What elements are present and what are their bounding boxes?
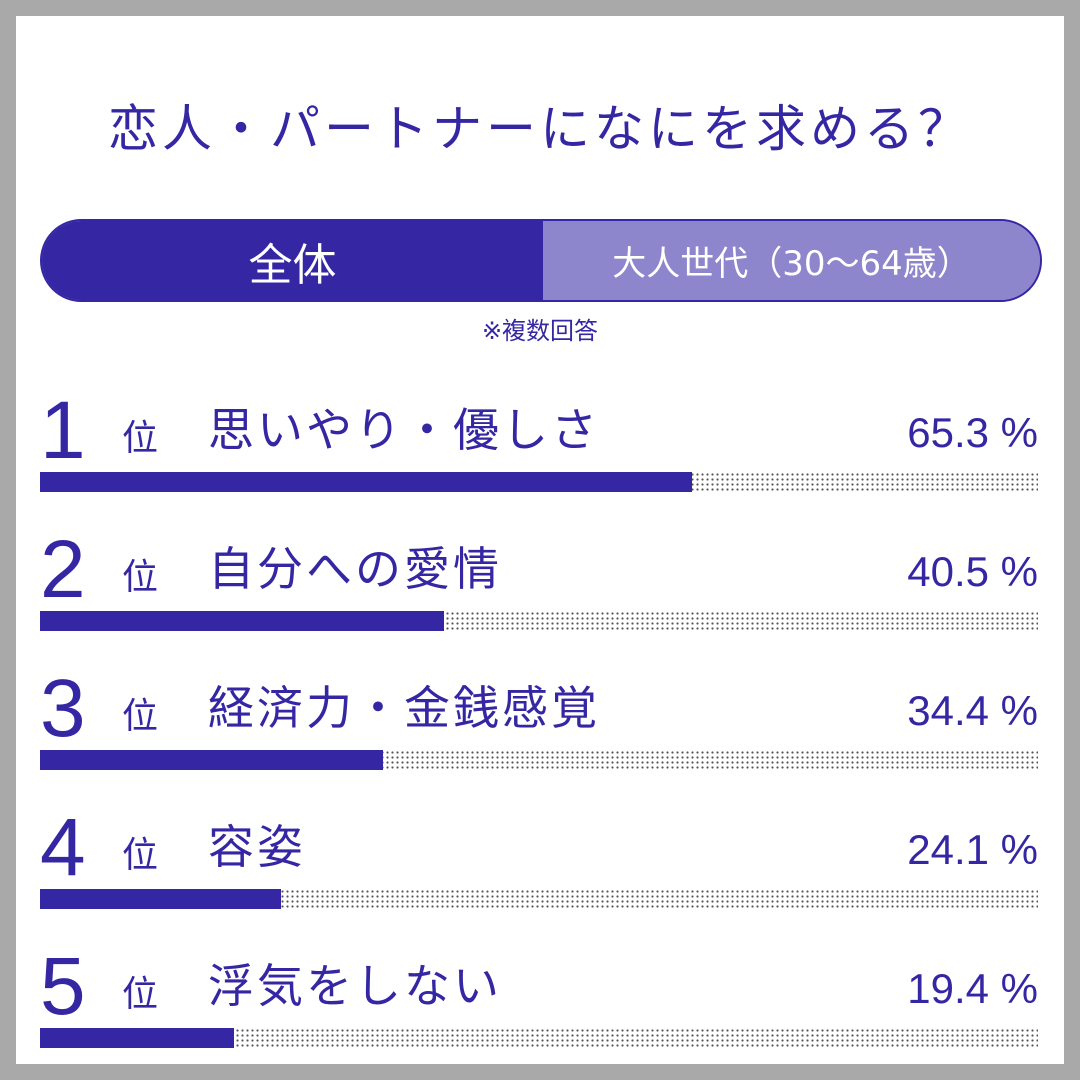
bar [40,472,692,492]
category-label: 浮気をしない [208,959,502,1013]
value-label: 65.3 % [907,409,1038,456]
bar [40,1028,234,1048]
rank-row-3: 3 位 経済力・金銭感覚 34.4 % [40,664,1038,784]
rank-row-2: 2 位 自分への愛情 40.5 % [40,525,1038,645]
rank-suffix: 位 [122,835,159,876]
bar [40,611,445,631]
segment-tabs: 全体 大人世代（30〜64歳） [40,219,1042,302]
bar-track [40,750,1038,770]
rank-suffix: 位 [122,974,159,1015]
rank-suffix: 位 [122,418,159,459]
bar-track [40,1028,1038,1048]
category-label: 経済力・金銭感覚 [208,681,600,735]
bar-track [40,611,1038,631]
value-label: 19.4 % [907,965,1038,1012]
value-label: 34.4 % [907,687,1038,734]
tab-adult-generation[interactable]: 大人世代（30〜64歳） [543,221,1040,300]
rank-number: 5 [40,941,86,1032]
rank-number: 1 [40,385,86,476]
chart-title: 恋人・パートナーになにを求める？ [108,100,972,158]
category-label: 思いやり・優しさ [208,403,600,457]
bar [40,750,384,770]
multiple-answer-note: ※複数回答 [481,317,599,345]
rank-number: 3 [40,663,86,754]
rank-suffix: 位 [122,696,159,737]
tab-all[interactable]: 全体 [42,221,543,300]
chart-card: 恋人・パートナーになにを求める？ 全体 大人世代（30〜64歳） ※複数回答 1… [16,16,1064,1064]
rank-row-4: 4 位 容姿 24.1 % [40,803,1038,923]
category-label: 自分への愛情 [208,542,502,596]
category-label: 容姿 [208,820,306,874]
rank-number: 2 [40,524,86,615]
bar [40,889,281,909]
value-label: 40.5 % [907,548,1038,595]
rank-row-5: 5 位 浮気をしない 19.4 % [40,942,1038,1062]
rank-row-1: 1 位 思いやり・優しさ 65.3 % [40,386,1038,506]
bar-track [40,472,1038,492]
rank-suffix: 位 [122,557,159,598]
rank-number: 4 [40,802,86,893]
bar-track [40,889,1038,909]
value-label: 24.1 % [907,826,1038,873]
